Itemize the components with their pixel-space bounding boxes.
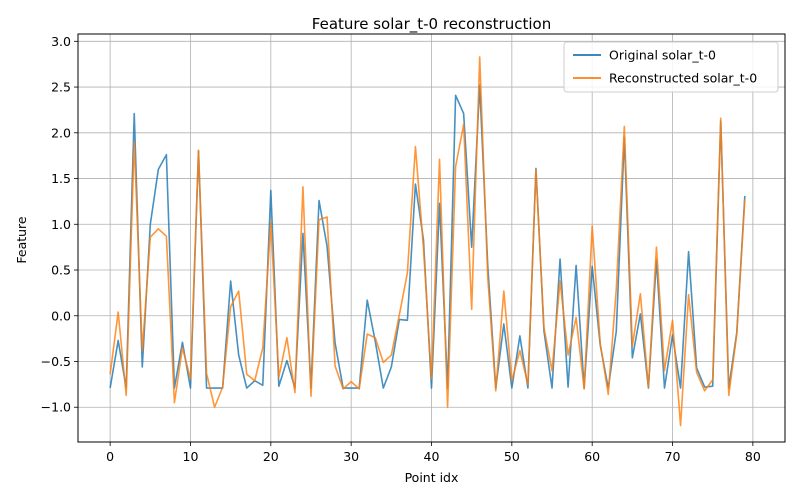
x-tick-label: 40 (424, 449, 440, 464)
chart-title: Feature solar_t-0 reconstruction (312, 15, 551, 34)
x-tick-label: 10 (183, 449, 199, 464)
legend-label-reconstructed: Reconstructed solar_t-0 (609, 71, 757, 86)
y-tick-label: −0.5 (41, 354, 71, 369)
y-tick-label: 0.0 (51, 308, 71, 323)
legend-label-original: Original solar_t-0 (609, 48, 716, 63)
series-layer (109, 56, 746, 427)
legend-box (563, 41, 779, 93)
x-tick-label: 60 (584, 449, 600, 464)
x-axis-label: Point idx (405, 470, 459, 485)
x-tick-label: 30 (343, 449, 359, 464)
x-tick-label: 70 (665, 449, 681, 464)
tick-layer: 0 10 20 30 40 50 60 70 80 −1.0 −0.5 0.0 0.5 1.0 1.5 2.0… (41, 34, 761, 464)
y-tick-label: −1.0 (41, 400, 71, 415)
y-axis-label: Feature (14, 216, 29, 264)
y-tick-label: 0.5 (51, 263, 71, 278)
y-tick-label: 3.0 (51, 34, 71, 49)
x-tick-label: 50 (504, 449, 520, 464)
y-tick-label: 2.0 (51, 125, 71, 140)
x-tick-label: 20 (263, 449, 279, 464)
y-tick-label: 1.0 (51, 217, 71, 232)
x-tick-label: 0 (106, 449, 114, 464)
x-tick-label: 80 (745, 449, 761, 464)
y-tick-label: 2.5 (51, 80, 71, 95)
y-tick-label: 1.5 (51, 171, 71, 186)
legend: Original solar_t-0 Reconstructed solar_t… (563, 41, 779, 93)
series-line-reconstructed (109, 56, 746, 427)
